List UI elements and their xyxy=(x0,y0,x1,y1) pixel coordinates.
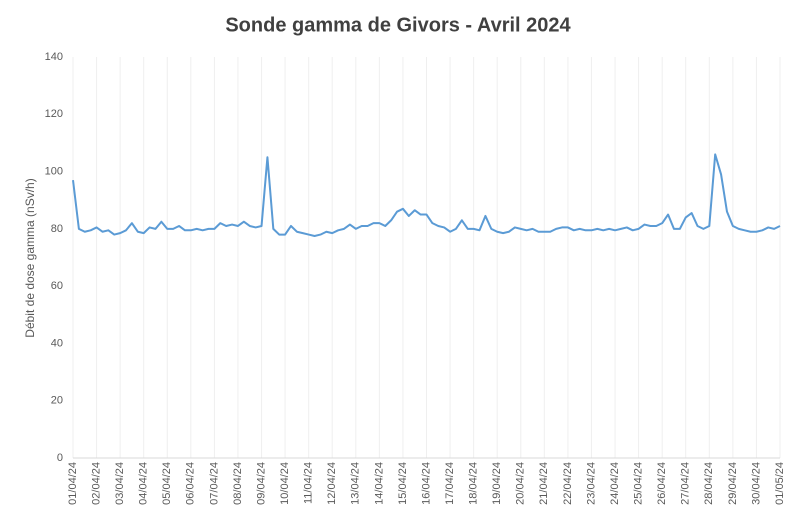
y-tick-label: 80 xyxy=(51,223,63,235)
x-tick-label: 12/04/24 xyxy=(326,462,338,505)
chart-title: Sonde gamma de Givors - Avril 2024 xyxy=(225,14,571,36)
y-tick-label: 60 xyxy=(51,280,63,292)
x-tick-label: 27/04/24 xyxy=(680,462,692,505)
x-tick-label: 16/04/24 xyxy=(420,462,432,505)
x-tick-label: 05/04/24 xyxy=(161,462,173,505)
x-tick-label: 01/05/24 xyxy=(774,462,786,505)
x-tick-label: 24/04/24 xyxy=(609,462,621,505)
x-tick-label: 19/04/24 xyxy=(491,462,503,505)
x-tick-label: 11/04/24 xyxy=(303,462,315,504)
x-tick-label: 17/04/24 xyxy=(444,462,456,505)
x-tick-label: 07/04/24 xyxy=(208,462,220,505)
x-tick-label: 26/04/24 xyxy=(656,462,668,505)
y-tick-label: 100 xyxy=(45,165,63,177)
x-tick-label: 15/04/24 xyxy=(397,462,409,505)
x-tick-label: 01/04/24 xyxy=(67,462,79,505)
x-tick-label: 23/04/24 xyxy=(585,462,597,505)
x-tick-label: 10/04/24 xyxy=(279,462,291,505)
x-tick-label: 30/04/24 xyxy=(750,462,762,505)
x-tick-label: 04/04/24 xyxy=(138,462,150,505)
x-tick-label: 06/04/24 xyxy=(185,462,197,505)
x-tick-label: 21/04/24 xyxy=(538,462,550,505)
x-tick-label: 13/04/24 xyxy=(350,462,362,505)
x-tick-label: 29/04/24 xyxy=(727,462,739,505)
y-tick-label: 20 xyxy=(51,395,63,407)
x-tick-label: 03/04/24 xyxy=(114,462,126,505)
y-tick-label: 120 xyxy=(45,108,63,120)
data-line xyxy=(72,153,781,238)
x-tick-label: 14/04/24 xyxy=(373,462,385,505)
y-tick-label: 140 xyxy=(45,51,63,63)
x-tick-label: 09/04/24 xyxy=(255,462,267,505)
x-tick-label: 20/04/24 xyxy=(515,462,527,505)
x-tick-label: 22/04/24 xyxy=(562,462,574,505)
x-tick-label: 25/04/24 xyxy=(633,462,645,505)
y-axis-label: Débit de dose gamma (nSv/h) xyxy=(23,178,37,337)
x-tick-label: 02/04/24 xyxy=(90,462,102,505)
x-tick-label: 08/04/24 xyxy=(232,462,244,505)
x-tick-label: 18/04/24 xyxy=(468,462,480,505)
y-tick-label: 40 xyxy=(51,337,63,349)
x-tick-label: 28/04/24 xyxy=(703,462,715,505)
y-tick-label: 0 xyxy=(57,452,63,464)
